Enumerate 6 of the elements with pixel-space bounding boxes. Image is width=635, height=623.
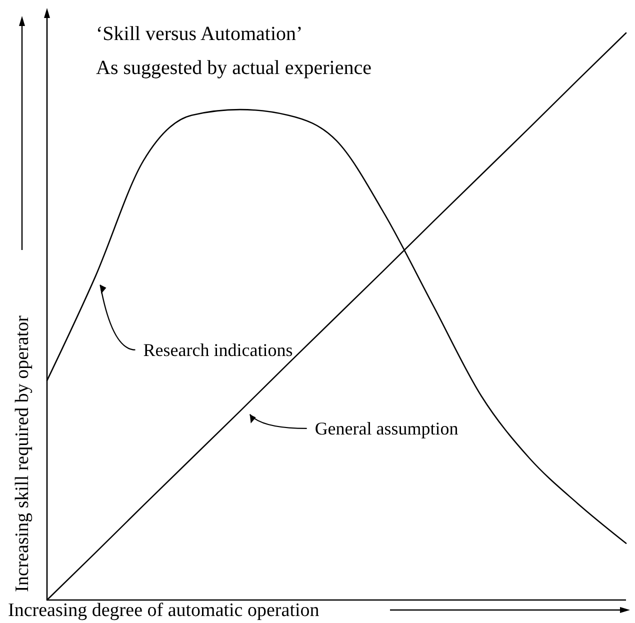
text: As suggested by actual experience [96,57,372,79]
chart-title: ‘Skill versus Automation’ [96,23,303,45]
annotation: Research indications [143,340,293,360]
annotation: General assumption [314,418,458,438]
y-axis-title: Increasing skill required by operator [12,314,33,592]
x-axis-title: Increasing degree of automatic operation [8,600,320,621]
